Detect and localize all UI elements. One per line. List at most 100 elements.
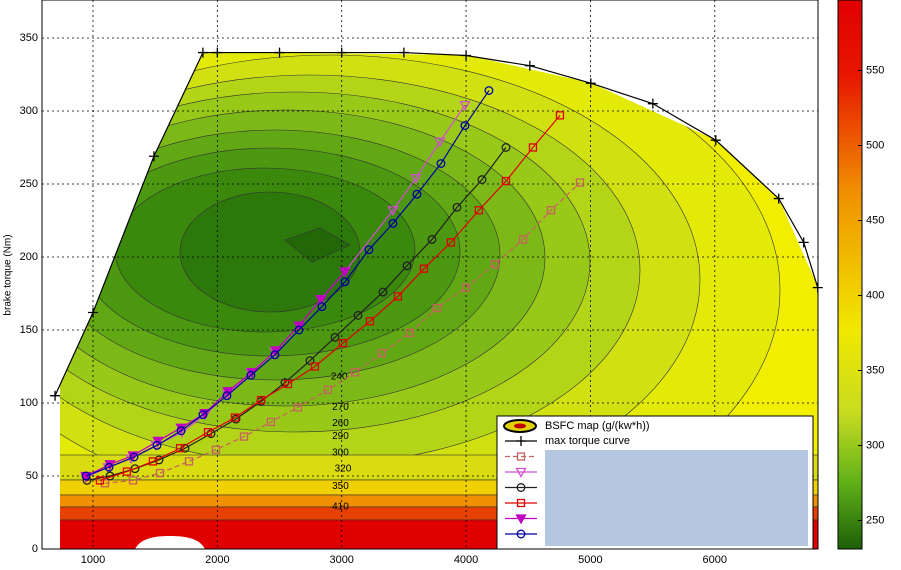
y-axis-title: brake torque (Nm) [3,234,14,315]
marker [516,498,526,508]
marker [266,417,276,427]
marker [274,47,285,58]
marker [175,423,187,434]
marker [477,175,487,185]
y-tick-label: 250 [20,178,38,190]
marker [310,362,320,371]
marker [364,245,374,255]
marker [198,410,208,420]
marker [436,159,446,168]
marker [484,86,494,95]
marker [461,283,471,292]
marker [293,403,303,412]
legend-map-icon [514,423,526,429]
marker [528,143,538,152]
marker [524,60,535,71]
marker [412,189,422,199]
marker [283,379,293,389]
marker [427,235,437,244]
marker [460,121,470,131]
colorbar-tick-label: 250 [866,514,884,526]
marker [388,218,398,228]
redaction-box [545,450,808,546]
marker [516,483,526,492]
colorbar-tick-label: 450 [866,214,884,226]
marker [585,78,596,89]
marker [516,529,526,539]
marker [315,295,327,306]
y-tick-label: 200 [20,251,38,263]
marker [647,98,658,109]
marker [773,193,784,204]
y-tick-label: 0 [32,543,38,555]
marker [452,202,462,212]
plot-frame [41,0,819,550]
marker [377,349,387,358]
marker [812,282,823,293]
y-tick-label: 50 [26,470,38,482]
series: 240 270 260 290 300 320 350 410 [50,47,823,512]
marker [575,178,585,187]
marker [294,325,304,335]
legend-label: BSFC map (g/(kw*h)) [545,420,650,432]
marker [148,457,158,466]
series-line [99,114,561,481]
series-line [104,182,581,484]
marker [798,237,809,248]
marker [222,391,232,401]
contour-label: 300 [332,447,349,458]
marker [130,464,140,474]
marker [338,338,348,348]
marker [474,206,484,215]
marker [340,277,350,287]
marker [197,47,208,58]
marker [175,444,185,453]
marker [387,206,399,217]
marker [50,390,61,401]
marker [402,261,412,271]
marker [87,307,98,318]
colorbar-tick-label: 350 [866,364,884,376]
colorbar-tick-label: 550 [866,64,884,76]
marker [122,467,132,476]
marker [104,462,114,472]
marker [152,440,162,450]
x-tick-label: 3000 [329,554,353,566]
marker [710,135,721,146]
marker [398,47,409,58]
marker [305,356,315,366]
x-tick-label: 1000 [81,554,105,566]
marker [501,143,511,152]
colorbar-tick-label: 300 [866,439,884,451]
marker [317,302,327,312]
marker [434,137,446,148]
marker [246,370,256,380]
marker [203,428,213,437]
marker [339,267,351,278]
marker [378,287,388,297]
x-tick-label: 6000 [703,554,727,566]
y-tick-label: 150 [20,324,38,336]
marker [353,310,363,320]
marker [501,176,511,186]
series-line [54,51,819,396]
marker [212,47,223,58]
contour-label: 350 [332,481,349,492]
marker [432,303,441,313]
contour-label: 240 [331,371,348,382]
marker [393,292,403,301]
marker [176,426,186,436]
marker [239,432,249,441]
y-tick-label: 100 [20,397,38,409]
marker [555,111,565,120]
marker [419,264,429,273]
axes: 0 50 100 150 200 250 300 350 1000 2000 3000 4000 500… [20,32,727,566]
marker [515,514,527,525]
x-tick-label: 4000 [454,554,478,566]
marker [446,238,456,247]
marker [211,445,221,454]
y-tick-label: 350 [20,32,38,44]
marker [459,100,471,111]
